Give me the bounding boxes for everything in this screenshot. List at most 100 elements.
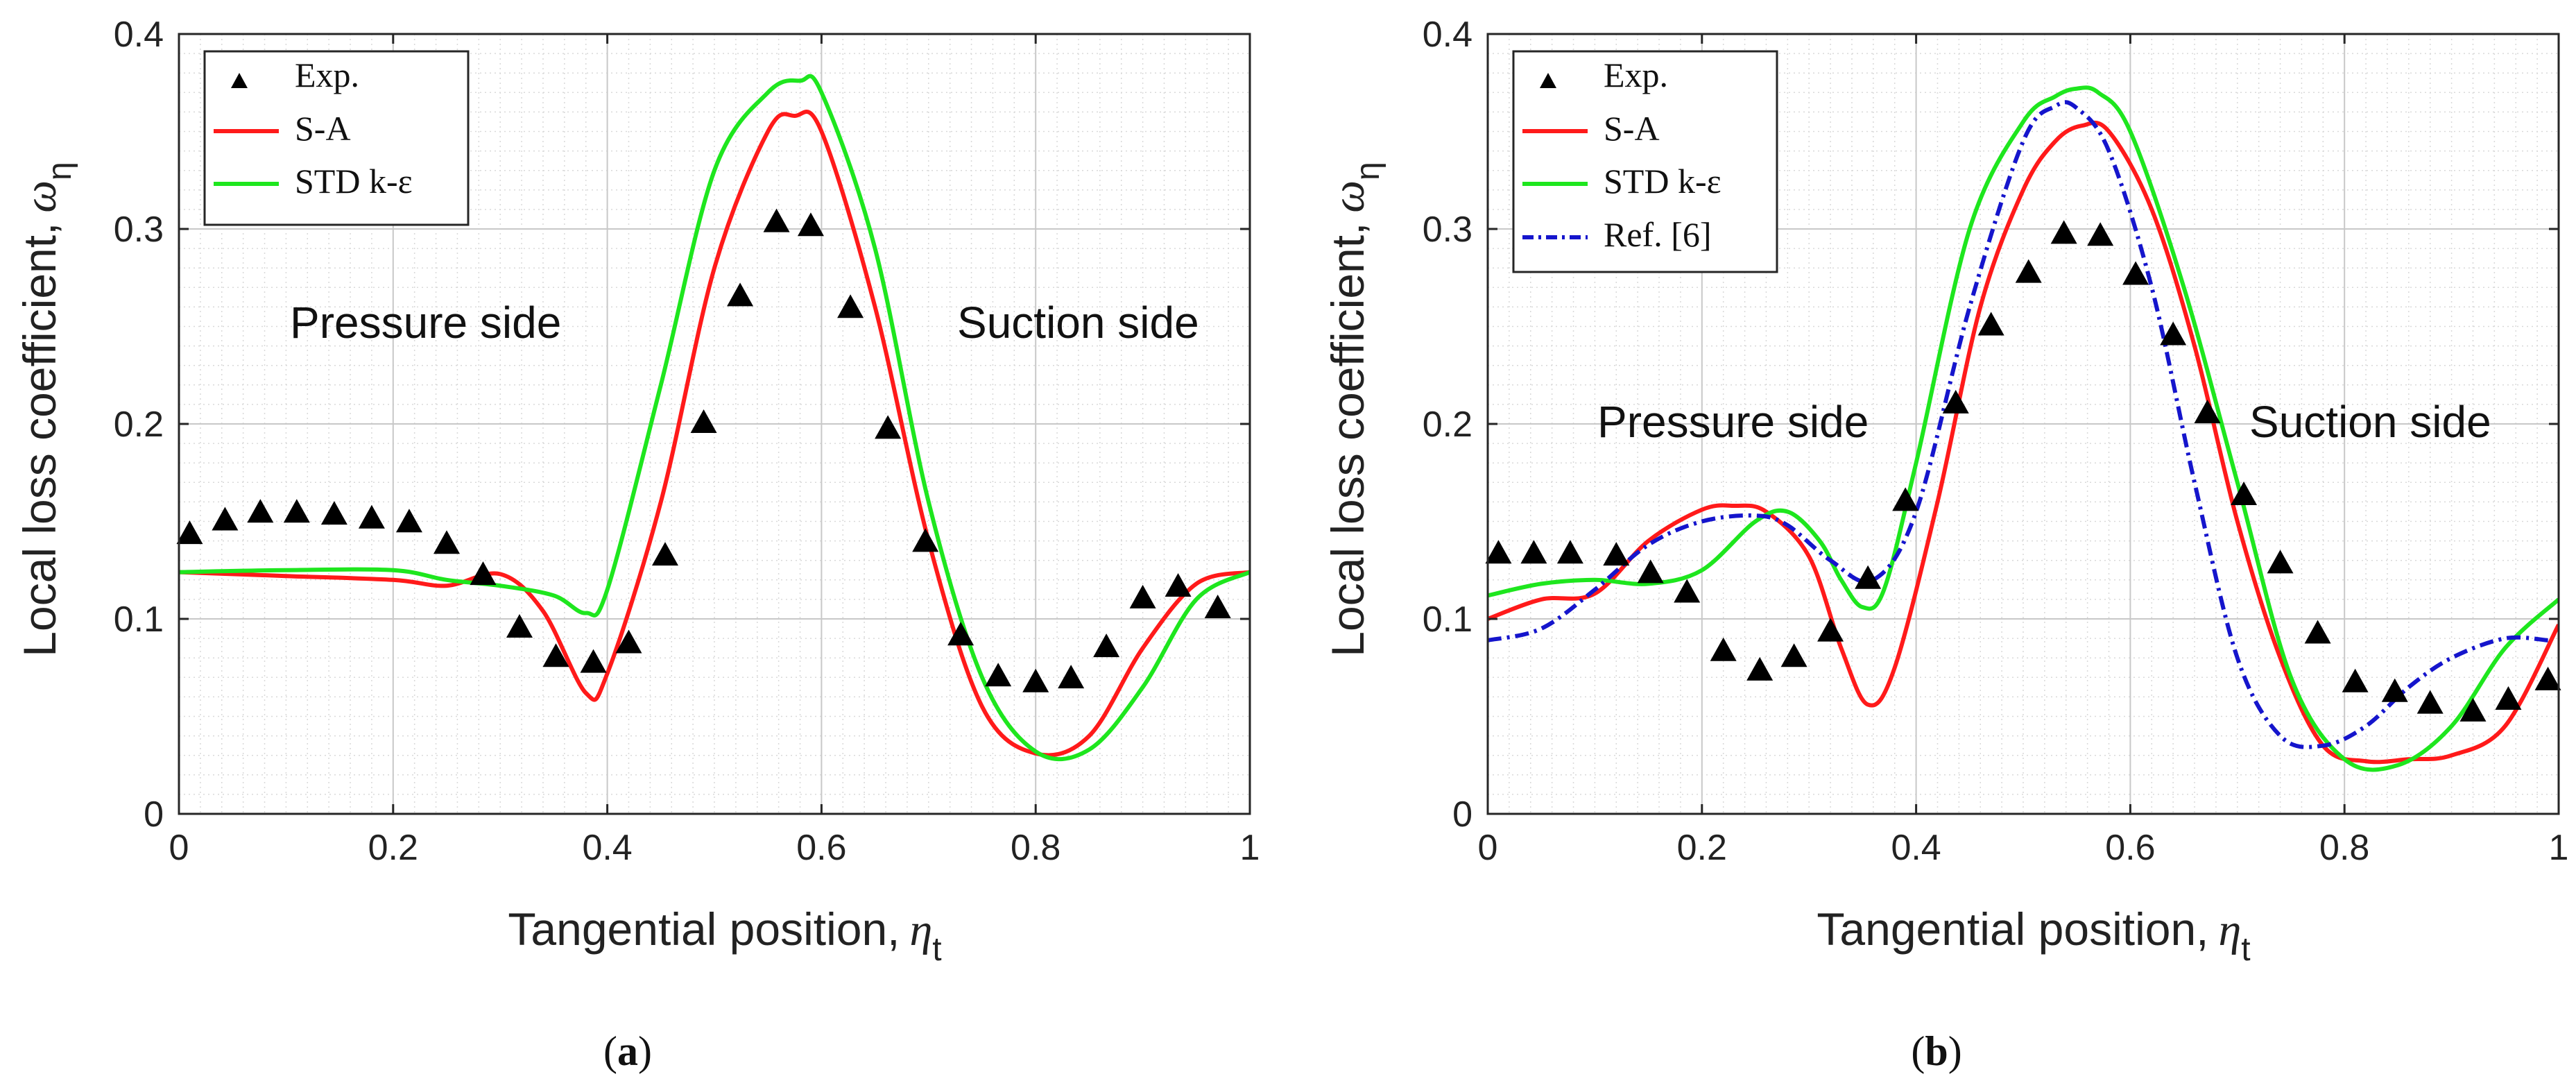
legend-swatch-exp-b xyxy=(1540,73,1556,88)
exp-marker-b xyxy=(2050,220,2077,244)
y-axis-title-b: Local loss coefficient, ωη xyxy=(1322,162,1386,656)
exp-marker-a xyxy=(580,649,607,673)
exp-marker-b xyxy=(1780,643,1808,667)
y-tick-label: 0 xyxy=(1452,794,1472,835)
exp-marker-a xyxy=(615,629,642,654)
annotation-pressure-side-a: Pressure side xyxy=(290,298,561,348)
x-tick-label: 0.6 xyxy=(2105,828,2155,868)
y-axis-symbol-a: ω xyxy=(15,180,66,213)
panel-b: 0 0.2 0.4 0.6 0.8 1 0 0.1 0.2 0.3 0.4 Pressure sid… xyxy=(1322,15,2568,968)
exp-marker-b xyxy=(1977,312,2004,336)
exp-marker-a xyxy=(875,415,902,439)
y-axis-title-a: Local loss coefficient, ωη xyxy=(14,162,78,656)
x-tick-label: 0.4 xyxy=(582,828,632,868)
exp-marker-a xyxy=(212,506,239,531)
exp-marker-a xyxy=(395,509,422,533)
exp-marker-a xyxy=(1165,573,1192,597)
exp-marker-b xyxy=(2122,261,2149,285)
legend-label-sa-b: S-A xyxy=(1604,109,1660,148)
x-tick-label: 0.4 xyxy=(1891,828,1941,868)
exp-marker-b xyxy=(2231,481,2258,505)
exp-marker-a xyxy=(690,409,717,433)
x-axis-label-a: Tangential position, xyxy=(508,903,900,955)
exp-marker-b xyxy=(1855,565,1882,589)
exp-marker-a xyxy=(1204,594,1231,618)
y-axis-label-a: Local loss coefficient, xyxy=(14,223,65,657)
exp-marker-b xyxy=(2534,666,2561,690)
exp-marker-a xyxy=(763,208,790,232)
exp-marker-b xyxy=(2194,399,2221,423)
exp-marker-a xyxy=(1058,665,1085,689)
y-tick-label: 0.2 xyxy=(114,405,164,445)
exp-marker-a xyxy=(947,622,974,646)
exp-marker-b xyxy=(2495,686,2522,710)
y-axis-label-b: Local loss coefficient, xyxy=(1322,223,1373,657)
x-tick-label: 0.8 xyxy=(2319,828,2369,868)
panel-a: 0 0.2 0.4 0.6 0.8 1 0 0.1 0.2 0.3 0.4 Pressure sid… xyxy=(14,15,1260,968)
exp-marker-b xyxy=(2342,668,2369,692)
x-axis-symbol-a: η xyxy=(909,905,932,955)
exp-marker-b xyxy=(1746,656,1774,681)
x-axis-label-b: Tangential position, xyxy=(1817,903,2208,955)
legend-a: Exp. S-A STD k-ε xyxy=(203,50,470,226)
exp-marker-a xyxy=(320,501,347,525)
exp-marker-a xyxy=(358,504,385,529)
exp-marker-a xyxy=(433,530,460,554)
y-tick-label: 0.1 xyxy=(1423,599,1472,640)
exp-marker-b xyxy=(1556,540,1583,564)
series-line-ref-6-b xyxy=(1488,100,2548,749)
exp-marker-b xyxy=(2015,259,2042,283)
x-axis-title-a: Tangential position, ηt xyxy=(508,903,941,968)
y-tick-label: 0.1 xyxy=(114,599,164,640)
exp-marker-a xyxy=(506,614,533,638)
exp-marker-b xyxy=(1674,579,1701,603)
x-axis-title-b: Tangential position, ηt xyxy=(1817,903,2250,968)
exp-marker-a xyxy=(542,643,569,667)
exp-marker-b xyxy=(1485,540,1512,564)
legend-label-std-ke-a: STD k-ε xyxy=(295,162,413,201)
exp-marker-b xyxy=(1817,618,1844,642)
exp-marker-a xyxy=(1093,633,1120,658)
legend-swatch-exp-a xyxy=(231,73,248,88)
x-tick-label: 0 xyxy=(169,828,189,868)
y-tick-label: 0 xyxy=(144,794,164,835)
exp-marker-b xyxy=(2087,222,2114,246)
annotation-suction-side-a: Suction side xyxy=(957,298,1199,348)
exp-marker-a xyxy=(247,499,274,523)
y-tick-label: 0.4 xyxy=(114,15,164,55)
y-tick-label: 0.3 xyxy=(1423,210,1472,250)
exp-marker-a xyxy=(470,561,497,586)
exp-marker-a xyxy=(651,542,678,566)
x-tick-label: 1 xyxy=(1240,828,1260,868)
x-axis-subscript-a: t xyxy=(932,931,941,968)
exp-marker-b xyxy=(1637,559,1664,584)
legend-box-b xyxy=(1512,50,1778,273)
legend-label-exp-b: Exp. xyxy=(1604,56,1668,94)
series-line-std-k-b xyxy=(1488,85,2559,772)
annotation-pressure-side-b: Pressure side xyxy=(1597,397,1869,447)
annotation-suction-side-b: Suction side xyxy=(2249,397,2491,447)
x-tick-label: 0.8 xyxy=(1011,828,1061,868)
y-axis-subscript-b: η xyxy=(1350,162,1386,180)
x-tick-label: 0.2 xyxy=(1677,828,1727,868)
exp-marker-b xyxy=(1942,389,1969,414)
legend-label-exp-a: Exp. xyxy=(295,56,359,94)
y-axis-subscript-a: η xyxy=(42,162,78,180)
exp-marker-b xyxy=(2416,690,2444,714)
y-tick-label: 0.3 xyxy=(114,210,164,250)
exp-marker-a xyxy=(985,663,1012,687)
exp-marker-b xyxy=(1603,542,1630,566)
x-tick-label: 0.6 xyxy=(796,828,846,868)
panel-caption-b: (b) xyxy=(1911,1028,1961,1074)
legend-label-sa-a: S-A xyxy=(295,109,351,148)
exp-marker-a xyxy=(176,520,203,545)
exp-marker-b xyxy=(1710,637,1737,661)
exp-marker-b xyxy=(2304,620,2331,644)
x-axis-subscript-b: t xyxy=(2241,931,2250,968)
legend-box-a xyxy=(203,50,470,226)
y-axis-symbol-b: ω xyxy=(1323,180,1374,213)
exp-marker-a xyxy=(283,499,310,523)
exp-marker-a xyxy=(727,282,754,307)
x-axis-symbol-b: η xyxy=(2218,905,2241,955)
